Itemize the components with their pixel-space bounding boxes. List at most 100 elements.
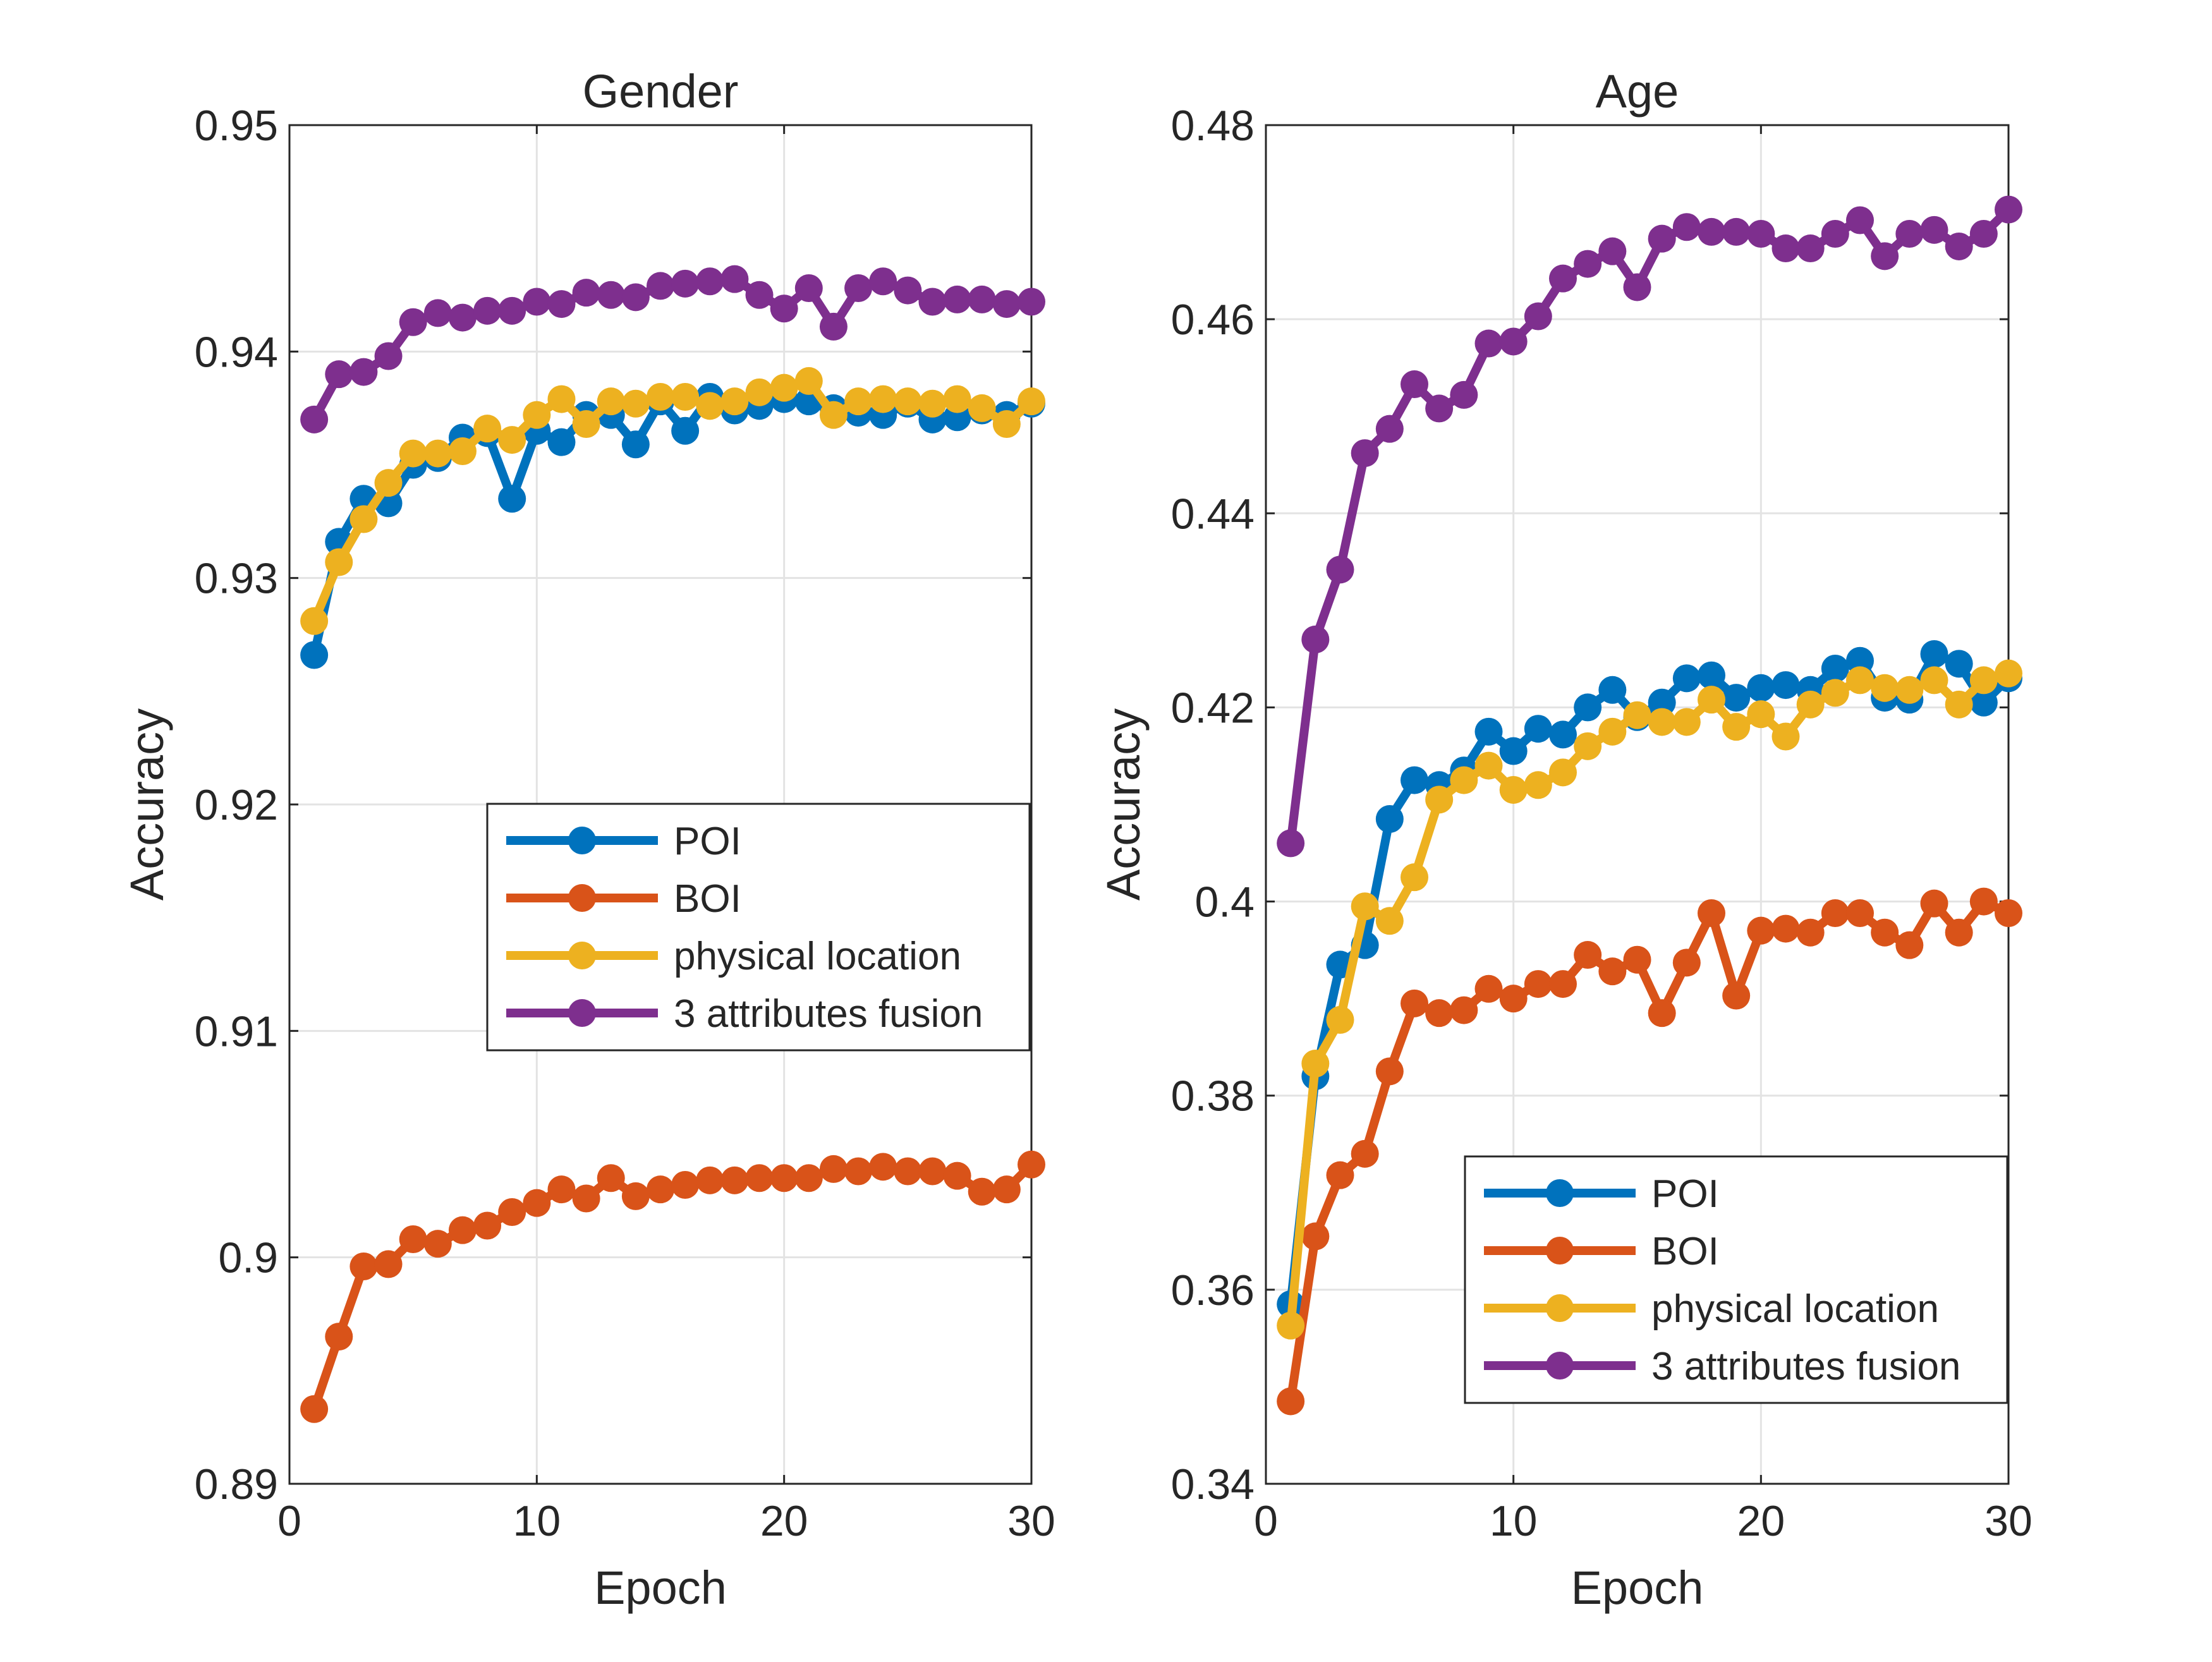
age-x-axis-label: Epoch xyxy=(1571,1562,1704,1614)
age-point-boi xyxy=(1995,899,2022,927)
age-point-boi xyxy=(1375,1057,1404,1086)
age-point-physical-location xyxy=(1375,907,1404,935)
gender-point-physical-location xyxy=(547,385,576,413)
age-point-3-attributes-fusion xyxy=(1375,415,1404,443)
age-point-3-attributes-fusion xyxy=(1945,232,1973,260)
age-point-boi xyxy=(1821,899,1849,927)
age-point-poi xyxy=(1747,674,1775,702)
age-point-3-attributes-fusion xyxy=(1499,327,1528,356)
age-y-tick-label: 0.34 xyxy=(1171,1460,1255,1508)
gender-point-boi xyxy=(399,1225,427,1253)
age-point-3-attributes-fusion xyxy=(1549,264,1577,293)
age-point-poi xyxy=(1524,715,1552,743)
age-point-boi xyxy=(1747,916,1775,945)
gender-point-3-attributes-fusion xyxy=(399,308,427,336)
gender-point-3-attributes-fusion xyxy=(547,290,576,318)
gender-legend-label-3-attributes-fusion: 3 attributes fusion xyxy=(674,992,983,1036)
age-point-poi xyxy=(1969,688,1998,717)
age-point-3-attributes-fusion xyxy=(1301,625,1330,653)
age-series-boi xyxy=(1277,887,2022,1416)
age-point-boi xyxy=(1920,889,1948,918)
gender-point-physical-location xyxy=(498,426,526,454)
age-point-3-attributes-fusion xyxy=(1326,555,1354,584)
age-point-3-attributes-fusion xyxy=(1771,234,1800,263)
age-y-tick-label: 0.36 xyxy=(1171,1266,1255,1314)
gender-point-boi xyxy=(647,1175,674,1204)
age-point-3-attributes-fusion xyxy=(1722,217,1751,246)
gender-y-tick-label: 0.89 xyxy=(195,1460,278,1508)
age-point-boi xyxy=(1549,970,1577,998)
gender-point-3-attributes-fusion xyxy=(943,285,971,313)
age-legend-label-physical-location: physical location xyxy=(1651,1287,1939,1331)
age-point-physical-location xyxy=(1920,666,1948,695)
gender-point-3-attributes-fusion xyxy=(498,296,526,325)
gender-point-3-attributes-fusion xyxy=(918,288,947,316)
gender-legend-label-poi: POI xyxy=(674,820,741,863)
age-point-boi xyxy=(1895,931,1924,959)
age-point-3-attributes-fusion xyxy=(1747,220,1775,248)
gender-point-3-attributes-fusion xyxy=(1018,288,1045,316)
age-point-boi xyxy=(1771,914,1800,943)
gender-point-poi xyxy=(498,485,526,513)
age-y-tick-label: 0.42 xyxy=(1171,684,1255,732)
gender-point-3-attributes-fusion xyxy=(423,299,452,327)
age-point-3-attributes-fusion xyxy=(1524,302,1552,331)
gender-point-boi xyxy=(325,1323,353,1351)
age-point-3-attributes-fusion xyxy=(1648,224,1676,253)
gender-point-3-attributes-fusion xyxy=(647,272,674,300)
gender-point-physical-location xyxy=(696,392,724,420)
age-point-boi xyxy=(1474,974,1503,1003)
gender-point-physical-location xyxy=(647,383,674,411)
age-point-boi xyxy=(1277,1387,1305,1416)
age-point-physical-location xyxy=(1474,751,1503,780)
gender-point-boi xyxy=(943,1162,971,1190)
gender-x-tick-label: 10 xyxy=(513,1497,561,1545)
age-point-3-attributes-fusion xyxy=(1351,439,1379,468)
gender-point-boi xyxy=(621,1182,650,1210)
gender-point-3-attributes-fusion xyxy=(696,267,724,296)
gender-point-boi xyxy=(349,1253,378,1280)
gender-point-boi xyxy=(374,1250,403,1278)
age-point-boi xyxy=(1401,989,1428,1017)
age-point-3-attributes-fusion xyxy=(1672,213,1701,241)
age-legend-swatch-marker xyxy=(1546,1179,1574,1207)
gender-point-physical-location xyxy=(572,410,600,438)
gender-point-physical-location xyxy=(720,387,749,416)
age-point-boi xyxy=(1301,1222,1330,1251)
age-point-3-attributes-fusion xyxy=(1846,206,1874,234)
age-point-3-attributes-fusion xyxy=(1796,234,1825,263)
age-point-boi xyxy=(1672,949,1701,977)
gender-point-boi xyxy=(547,1175,576,1204)
age-legend-label-3-attributes-fusion: 3 attributes fusion xyxy=(1651,1345,1960,1388)
gender-point-boi xyxy=(918,1157,947,1186)
age-point-physical-location xyxy=(1425,786,1454,814)
age-point-poi xyxy=(1821,655,1849,682)
age-x-tick-label: 30 xyxy=(1984,1497,2033,1545)
gender-point-physical-location xyxy=(943,385,971,413)
gender-point-3-attributes-fusion xyxy=(745,281,774,309)
gender-point-boi xyxy=(992,1175,1021,1204)
age-point-3-attributes-fusion xyxy=(1698,217,1725,246)
gender-point-physical-location xyxy=(448,437,477,465)
gender-point-boi xyxy=(671,1171,700,1199)
age-point-boi xyxy=(1351,1139,1379,1168)
gender-point-physical-location xyxy=(869,385,897,413)
age-point-physical-location xyxy=(1698,686,1725,714)
gender-point-3-attributes-fusion xyxy=(770,294,798,323)
age-series-physical-location xyxy=(1277,659,2022,1340)
gender-point-3-attributes-fusion xyxy=(300,405,329,434)
gender-point-boi xyxy=(523,1189,551,1217)
age-point-poi xyxy=(1648,688,1676,717)
age-point-physical-location xyxy=(1549,758,1577,787)
age-x-tick-label: 10 xyxy=(1490,1497,1538,1545)
gender-point-boi xyxy=(968,1177,996,1206)
gender-point-boi xyxy=(473,1211,502,1240)
gender-legend-swatch-marker xyxy=(568,942,596,969)
age-point-physical-location xyxy=(1796,690,1825,719)
age-point-3-attributes-fusion xyxy=(1821,220,1849,248)
gender-point-3-attributes-fusion xyxy=(794,274,823,302)
gender-series-3-attributes-fusion xyxy=(300,265,1045,434)
gender-point-physical-location xyxy=(819,401,848,429)
age-point-3-attributes-fusion xyxy=(1474,329,1503,358)
